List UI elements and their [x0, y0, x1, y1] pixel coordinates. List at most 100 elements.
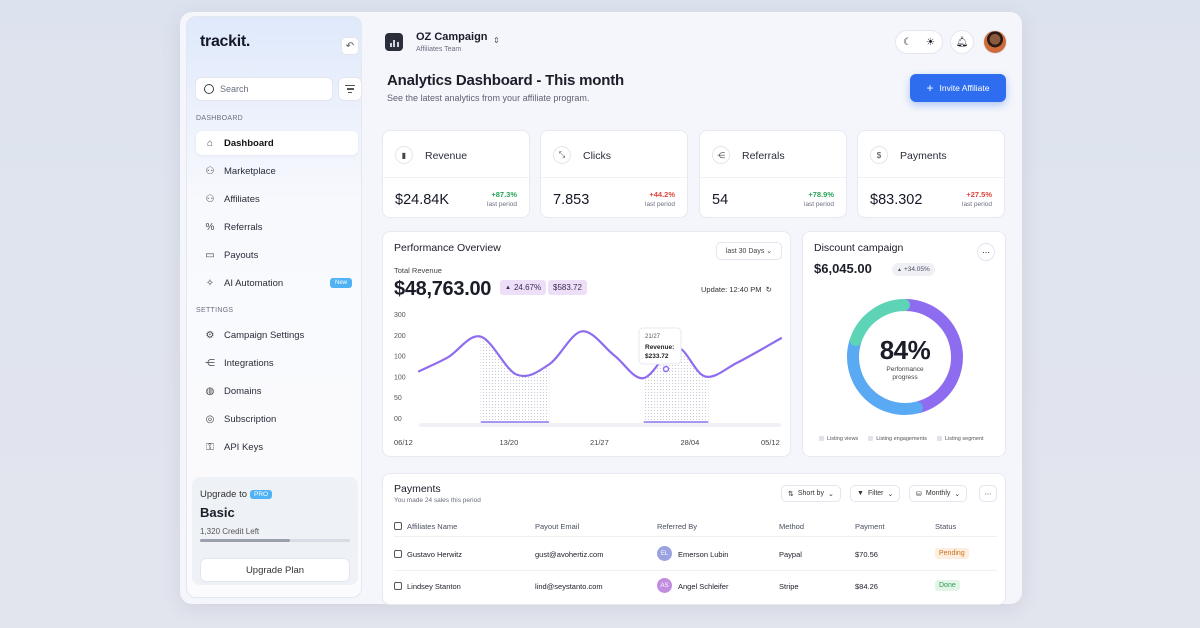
stat-card-revenue[interactable]: ▮ Revenue $24.84K +87.3% last period [382, 130, 530, 218]
stat-label: Revenue [425, 150, 468, 162]
avatar[interactable] [983, 30, 1007, 54]
check-circle-icon: ◎ [205, 413, 215, 425]
discount-value: $6,045.00 [814, 261, 872, 276]
sun-icon[interactable]: ☀ [926, 36, 935, 48]
column-header[interactable]: Referred By [657, 522, 698, 531]
y-tick-label: 200 [394, 333, 406, 340]
x-axis-track [419, 423, 781, 427]
donut-segment[interactable] [849, 299, 911, 347]
sidebar-item-marketplace[interactable]: ⚇ Marketplace [196, 159, 358, 183]
page-subtitle: See the latest analytics from your affil… [387, 93, 590, 103]
refresh-icon[interactable]: ↻ [765, 285, 772, 294]
status-badge: Pending [935, 548, 969, 559]
donut-segment[interactable] [899, 299, 963, 414]
period-dropdown[interactable]: ⛁ Monthly ⌄ [909, 485, 968, 502]
x-tick-label: 05/12 [761, 438, 780, 447]
chevron-down-icon: ⌄ [887, 490, 894, 498]
chart-tooltip [638, 327, 682, 365]
stat-period: last period [962, 201, 992, 208]
dollar-icon: $ [870, 146, 888, 164]
moon-icon[interactable]: ☾ [903, 36, 912, 48]
gear-icon: ⚙ [205, 329, 215, 341]
performance-title: Performance Overview [394, 242, 501, 254]
globe-icon: ◍ [205, 385, 215, 397]
sidebar-item-label: Referrals [224, 221, 263, 233]
column-header[interactable]: Payment [855, 522, 885, 531]
x-tick-label: 06/12 [394, 438, 413, 447]
row-checkbox[interactable] [394, 550, 402, 558]
column-header[interactable]: Payout Email [535, 522, 580, 531]
sidebar-item-domains[interactable]: ◍ Domains [196, 379, 358, 403]
select-all-checkbox[interactable] [394, 522, 402, 530]
invite-affiliate-button[interactable]: + Invite Affiliate [910, 74, 1006, 102]
plus-icon: + [926, 81, 934, 95]
sidebar-item-campaign-settings[interactable]: ⚙ Campaign Settings [196, 323, 358, 347]
tooltip-date: 21/27 [645, 334, 661, 340]
donut-chart [847, 299, 963, 415]
credit-progress-bar [200, 539, 350, 542]
sidebar-item-label: Integrations [224, 357, 274, 369]
stat-card-payments[interactable]: $ Payments $83.302 +27.5% last period [857, 130, 1005, 218]
filter-dropdown[interactable]: ▼ Filter ⌄ [850, 485, 901, 502]
sidebar-item-api-keys[interactable]: ⚿ API Keys [196, 435, 358, 459]
column-header[interactable]: Status [935, 522, 957, 531]
row-checkbox[interactable] [394, 582, 402, 590]
discount-change: +34.05% [903, 266, 930, 273]
cursor-click-icon: ⤡ [553, 146, 571, 164]
sparkle-icon: ✧ [205, 277, 215, 289]
stat-period: last period [645, 201, 675, 208]
upgrade-text: Upgrade to [200, 489, 248, 500]
period-label: Monthly [925, 490, 951, 497]
campaign-title[interactable]: OZ Campaign [416, 31, 488, 43]
donut-segment[interactable] [847, 335, 924, 415]
sidebar-item-subscription[interactable]: ◎ Subscription [196, 407, 358, 431]
payment-amount: $70.56 [855, 550, 878, 559]
donut-legend: Listing views Listing engagements Listin… [819, 436, 983, 442]
sidebar-item-dashboard[interactable]: ⌂ Dashboard [196, 131, 358, 155]
discount-change-badge: ▲ +34.05% [892, 263, 935, 276]
chevron-updown-icon[interactable]: ⇕ [493, 36, 500, 45]
stat-card-referrals[interactable]: ⋲ Referrals 54 +78.9% last period [699, 130, 847, 218]
plan-name: Basic [200, 505, 235, 520]
bell-icon: 🔔︎ [955, 36, 969, 48]
sort-label: Short by [797, 490, 824, 497]
more-options-button[interactable]: ⋯ [977, 243, 995, 261]
discount-title: Discount campaign [814, 242, 904, 254]
more-options-button[interactable]: ⋯ [979, 485, 997, 502]
stat-card-clicks[interactable]: ⤡ Clicks 7.853 +44.2% last period [540, 130, 688, 218]
collapse-icon: ↶ [345, 40, 355, 52]
x-tick-label: 13/20 [500, 438, 519, 447]
sidebar-item-label: Payouts [224, 249, 259, 261]
stat-label: Referrals [742, 150, 785, 162]
search-input[interactable]: Search [195, 77, 333, 101]
sidebar-item-label: Campaign Settings [224, 329, 305, 341]
sidebar-item-payouts[interactable]: ▭ Payouts [196, 243, 358, 267]
legend-item: Listing engagements [868, 436, 927, 442]
y-tick-label: 00 [394, 416, 402, 423]
theme-toggle[interactable]: ☾ ☀ [895, 30, 943, 54]
filter-button[interactable] [338, 77, 362, 101]
stat-value: $83.302 [870, 192, 923, 208]
sidebar-item-integrations[interactable]: ⋲ Integrations [196, 351, 358, 375]
sidebar-item-referrals[interactable]: % Referrals [196, 215, 358, 239]
notification-button[interactable]: 🔔︎ [950, 30, 974, 54]
highlight-area [480, 336, 550, 422]
column-header[interactable]: Method [779, 522, 805, 531]
collapse-sidebar-button[interactable]: ↶ [341, 37, 359, 55]
bar-chart-icon: ▮ [395, 146, 413, 164]
performance-label: Performance progress [803, 366, 1007, 382]
chevron-down-icon: ⌄ [827, 490, 834, 498]
sidebar-item-ai-automation[interactable]: ✧ AI Automation New [196, 271, 358, 295]
x-tick-label: 21/27 [590, 438, 609, 447]
sidebar-item-affiliates[interactable]: ⚇ Affiliates [196, 187, 358, 211]
database-icon: ⛁ [916, 490, 922, 498]
date-range-select[interactable]: last 30 Days ⌄ [716, 242, 782, 260]
card-icon: ▭ [205, 249, 215, 261]
hover-point[interactable] [662, 365, 670, 373]
upgrade-plan-button[interactable]: Upgrade Plan [200, 558, 350, 582]
sort-button[interactable]: ⇅ Short by ⌄ [781, 485, 841, 502]
stat-label: Payments [900, 150, 947, 162]
triangle-up-icon: ▲ [897, 266, 902, 273]
column-header[interactable]: Affiliates Name [407, 522, 458, 531]
payments-card: Payments You made 24 sales this period ⇅… [382, 473, 1006, 605]
